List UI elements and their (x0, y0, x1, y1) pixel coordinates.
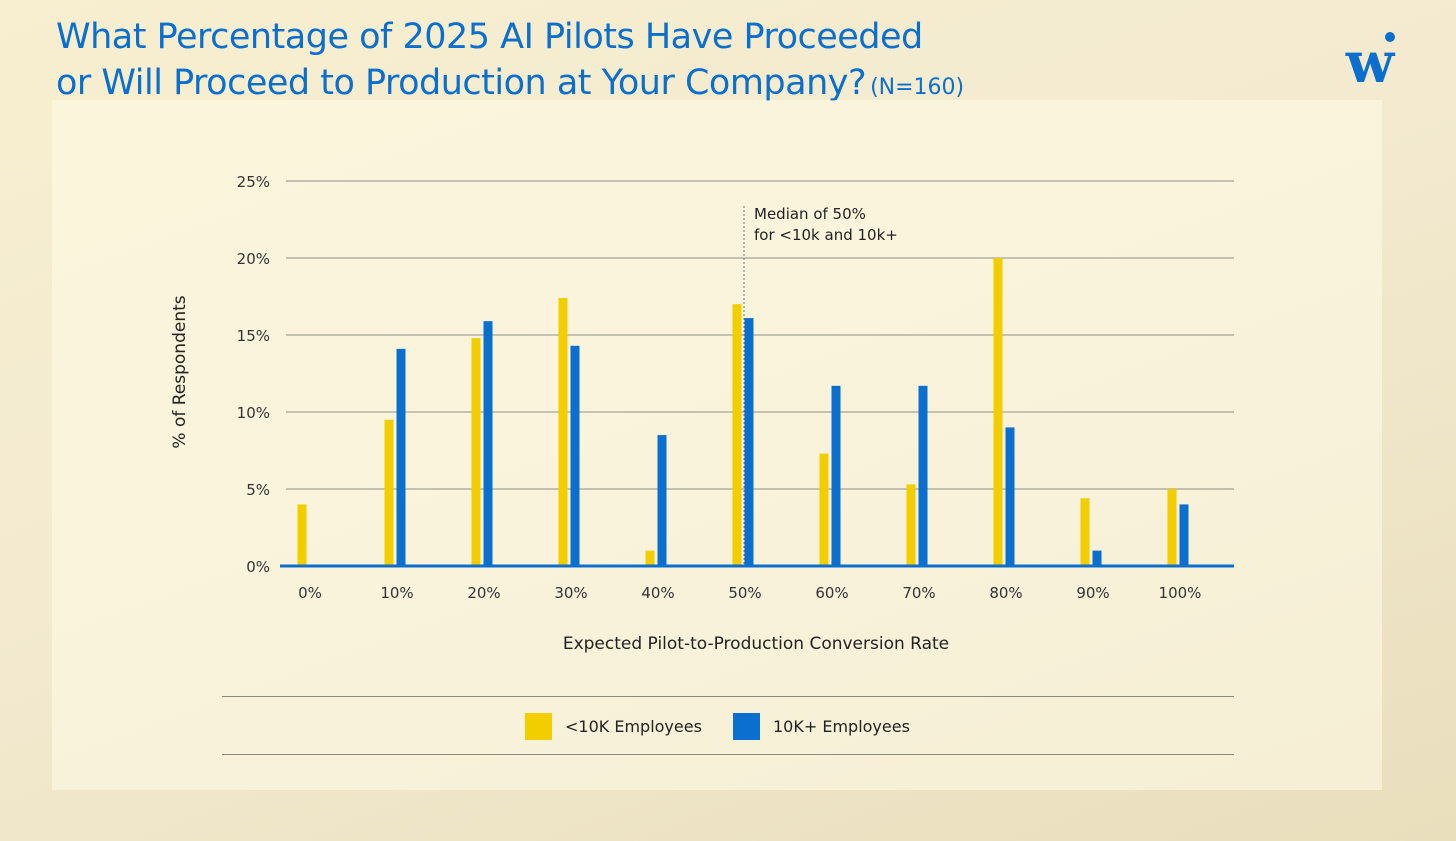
gridlines (286, 180, 1234, 490)
bars (297, 258, 1189, 566)
x-tick-label: 80% (989, 584, 1022, 602)
legend: <10K Employees 10K+ Employees (222, 696, 1234, 755)
x-tick-label: 0% (298, 584, 322, 602)
logo-dot (1385, 32, 1395, 42)
x-axis-label: Expected Pilot-to-Production Conversion … (563, 634, 949, 654)
x-tick-label: 30% (554, 584, 587, 602)
legend-item-small-companies: <10K Employees (525, 713, 702, 740)
bar-large-30pct (570, 345, 580, 566)
legend-swatch-large (733, 713, 760, 740)
bar-small-70pct (906, 484, 916, 566)
labels: Expected Pilot-to-Production Conversion … (170, 205, 949, 654)
median-annotation-line-2: for <10k and 10k+ (754, 226, 898, 244)
x-tick-label: 60% (815, 584, 848, 602)
legend-swatch-small (525, 713, 552, 740)
y-axis-label: % of Respondents (170, 295, 190, 448)
sample-size: (N=160) (870, 75, 965, 100)
x-tick-label: 70% (902, 584, 935, 602)
x-tick-label: 90% (1076, 584, 1109, 602)
bar-large-70pct (918, 385, 928, 566)
title-line-2-text: or Will Proceed to Production at Your Co… (56, 63, 867, 103)
bar-small-100pct (1167, 489, 1177, 566)
bar-large-80pct (1005, 427, 1015, 566)
x-tick-label: 20% (467, 584, 500, 602)
bar-large-60pct (831, 385, 841, 566)
legend-label-large: 10K+ Employees (773, 717, 910, 736)
bar-small-40pct (645, 550, 655, 566)
bar-large-20pct (483, 321, 493, 566)
bar-large-40pct (657, 435, 667, 566)
chart-panel (52, 100, 1382, 790)
y-tick-label: 5% (246, 481, 270, 499)
bar-small-30pct (558, 298, 568, 566)
bar-small-0pct (297, 504, 307, 566)
bar-large-90pct (1092, 550, 1102, 566)
x-tick-label: 10% (380, 584, 413, 602)
legend-label-small: <10K Employees (565, 717, 702, 736)
y-tick-label: 15% (237, 327, 270, 345)
y-tick-label: 20% (237, 250, 270, 268)
legend-item-large-companies: 10K+ Employees (733, 713, 910, 740)
y-tick-label: 10% (237, 404, 270, 422)
bar-small-80pct (993, 258, 1003, 566)
title-line-2: or Will Proceed to Production at Your Co… (56, 60, 964, 111)
bar-small-10pct (384, 419, 394, 566)
bar-small-60pct (819, 453, 829, 566)
bar-large-50pct (744, 318, 754, 566)
median-annotation-line-1: Median of 50% (754, 205, 866, 223)
y-tick-label: 25% (237, 173, 270, 191)
bar-small-50pct (732, 304, 742, 566)
axes: 0% 5% 10% 15% 20% 25% 0% 10% 20% 30% 40% 50% 60% 70% 8… (237, 173, 1234, 602)
chart-title: What Percentage of 2025 AI Pilots Have P… (56, 14, 964, 111)
x-tick-label: 40% (641, 584, 674, 602)
bar-large-10pct (396, 348, 406, 566)
title-line-1: What Percentage of 2025 AI Pilots Have P… (56, 17, 923, 57)
bar-large-100pct (1179, 504, 1189, 566)
x-tick-label: 50% (728, 584, 761, 602)
brand-w-logo-icon: w (1345, 30, 1396, 90)
x-tick-label: 100% (1159, 584, 1202, 602)
y-tick-label: 0% (246, 558, 270, 576)
bar-small-90pct (1080, 498, 1090, 566)
bar-small-20pct (471, 338, 481, 566)
